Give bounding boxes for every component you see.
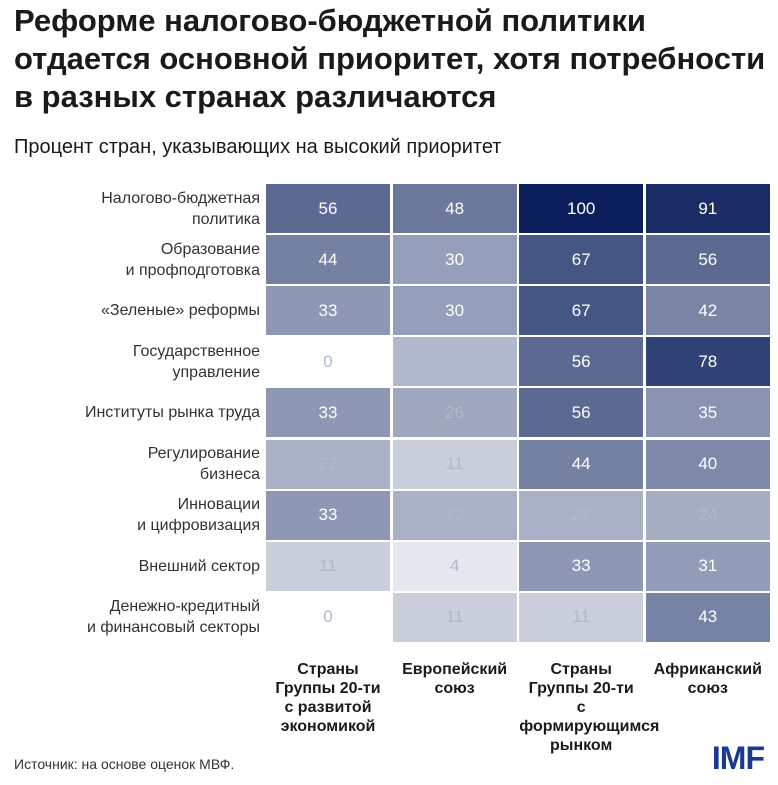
heatmap-cell: 44 [519,439,644,489]
heatmap-cell: 67 [519,235,644,285]
row-label: Образование и профподготовка [125,240,260,279]
row-label: Внешний сектор [138,557,260,575]
heatmap-cell: 100 [519,184,644,234]
chart-subtitle: Процент стран, указывающих на высокий пр… [14,136,502,158]
row-label: Институты рынка труда [84,404,260,422]
heatmap-cell: 26 [392,388,517,438]
heatmap-cell: 11 [519,592,644,642]
heatmap-cell: 22 [266,439,390,489]
imf-logo: IMF [711,740,765,776]
heatmap-cell: 0 [266,337,390,387]
heatmap-cell: 56 [519,337,644,387]
row-label: «Зеленые» реформы [101,302,260,320]
heatmap-cell: 91 [645,184,770,234]
row-label: Инновации и цифровизация [137,496,260,535]
heatmap-cell: 67 [519,286,644,336]
heatmap-cell: 31 [645,541,770,591]
heatmap-cell: 22 [392,490,517,540]
heatmap-cell: 78 [645,337,770,387]
heatmap-cell: 33 [266,490,390,540]
heatmap-cell: 56 [519,388,644,438]
heatmap-cell: 43 [645,592,770,642]
row-label: Государственное управление [132,342,260,381]
row-label: Регулирование бизнеса [147,445,260,484]
column-label: Африканский союз [653,661,762,697]
column-label: Страны Группы 20-ти с формирующимся рынк… [519,661,660,754]
heatmap-cell: 11 [392,592,517,642]
source-note: Источник: на основе оценок МВФ. [14,756,235,772]
heatmap-cell: 35 [645,388,770,438]
heatmap-grid: 56 48 100 91 44 30 67 56 33 30 67 42 0 19 56 78 33 26 56 35… [266,184,770,644]
heatmap-cell: 33 [266,388,390,438]
heatmap-cell: 44 [266,235,390,285]
row-label: Денежно-кредитный и финансовый секторы [86,598,260,637]
heatmap-cell: 30 [392,286,517,336]
heatmap-cell: 30 [392,235,517,285]
heatmap-cell: 24 [645,490,770,540]
column-label: Европейский союз [402,661,508,697]
heatmap-cell: 56 [645,235,770,285]
heatmap-cell: 33 [266,286,390,336]
heatmap-cell: 48 [392,184,517,234]
heatmap-cell: 33 [519,541,644,591]
heatmap-cell: 19 [392,337,517,387]
heatmap-cell: 42 [645,286,770,336]
row-label: Налогово-бюджетная политика [101,189,260,228]
heatmap-cell: 56 [266,184,390,234]
heatmap-cell: 40 [645,439,770,489]
heatmap-cell: 22 [519,490,644,540]
column-label: Страны Группы 20-ти с развитой экономико… [275,661,381,735]
heatmap-cell: 4 [392,541,517,591]
heatmap-cell: 11 [266,541,390,591]
heatmap-cell: 0 [266,592,390,642]
chart-title: Реформе налогово-бюджетной политики отда… [14,3,766,114]
heatmap-cell: 11 [392,439,517,489]
